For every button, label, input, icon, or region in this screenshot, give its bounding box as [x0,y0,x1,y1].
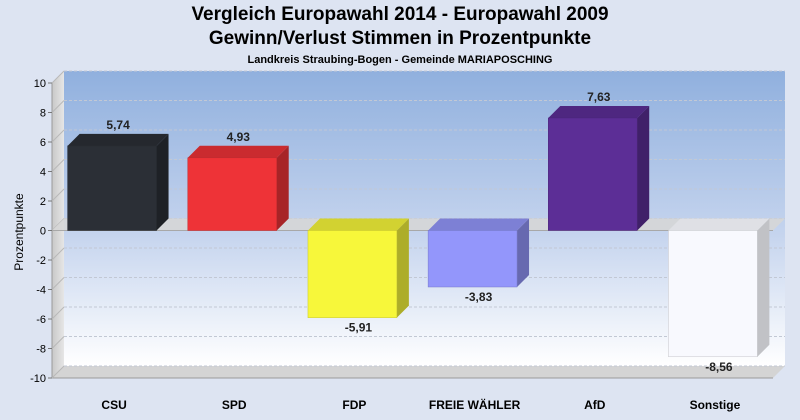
gridline-side [51,188,65,202]
gridline-side [51,306,65,320]
bar-front [187,157,277,231]
bar-top [187,145,289,158]
gridline-side [51,159,65,172]
y-tick-label: 6 [40,137,46,149]
bar-side [757,218,770,357]
data-label: -3,83 [465,290,493,304]
x-tick-label: FDP [342,398,366,412]
bar-top [668,218,770,231]
bar-side [156,133,169,231]
y-tick-label: 0 [40,226,46,238]
data-label: 7,63 [587,90,611,104]
bar-side [517,218,530,287]
bar-top [548,105,650,118]
y-tick-label: 4 [40,167,46,179]
floor [52,366,785,378]
gridline-side [51,129,65,143]
x-tick-label: SPD [222,398,247,412]
data-label: 4,93 [227,130,251,144]
data-label: -8,56 [705,360,733,374]
y-tick-label: -8 [36,344,46,356]
bar-front [548,117,638,231]
x-tick-label: Sonstige [690,398,741,412]
bar-side [396,218,409,318]
y-tick-label: -4 [36,285,46,297]
bar-front [307,230,398,318]
gridline-side [51,277,65,290]
y-tick-label: -6 [36,314,46,326]
bar-spd [187,145,289,231]
bar-front [668,230,758,358]
bar-top [307,218,409,231]
x-tick-label: AfD [584,398,606,412]
gridline-side [51,247,65,261]
gridline-side [51,365,65,379]
bar-sonstige [668,218,770,358]
chart-title: Vergleich Europawahl 2014 - Europawahl 2… [191,4,609,25]
bar-front [67,145,157,231]
y-tick-label: 8 [40,108,46,120]
bar-side [276,145,289,231]
bar-freie-wähler [427,218,530,288]
bar-top [67,133,169,146]
chart-title-line2: Gewinn/Verlust Stimmen in Prozentpunkte [208,28,592,49]
x-tick-label: FREIE WÄHLER [429,397,521,412]
bar-side [637,105,650,231]
gridline-side [51,100,65,113]
y-tick-label: 10 [34,78,46,90]
bar-csu [67,133,169,231]
chart-subtitle: Landkreis Straubing-Bogen - Gemeinde MAR… [247,54,553,66]
y-tick-label: 2 [40,196,46,208]
y-tick-label: -2 [36,255,46,267]
y-tick-label: -10 [30,373,46,385]
bar-fdp [307,218,409,318]
data-label: -5,91 [345,321,373,335]
gridline-side [51,336,65,349]
data-label: 5,74 [106,118,130,132]
bar-afd [548,105,650,231]
x-tick-label: CSU [101,398,126,412]
gridline-side [51,70,65,84]
bar-front [427,230,518,288]
bar-top [428,218,530,231]
